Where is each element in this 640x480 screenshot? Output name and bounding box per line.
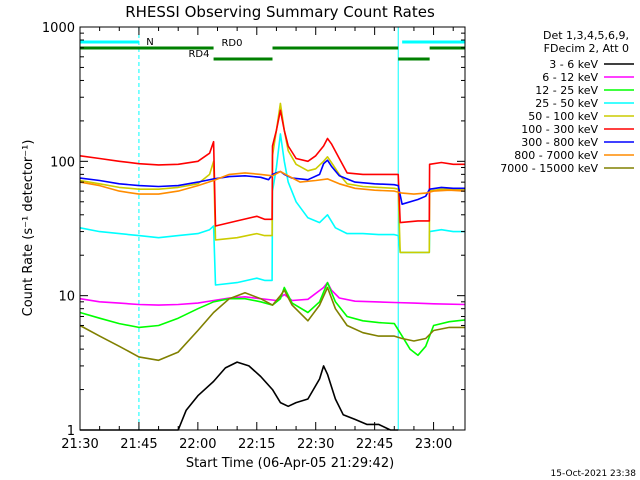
series-line-7 xyxy=(79,170,466,195)
series-line-0 xyxy=(80,361,399,431)
legend-entry-label: 300 - 800 keV xyxy=(521,136,598,149)
render-timestamp: 15-Oct-2021 23:38 xyxy=(551,469,637,479)
x-axis-label: Start Time (06-Apr-05 21:29:42) xyxy=(186,456,394,471)
y-tick-label: 100 xyxy=(50,155,75,170)
state-bars: N RD0 RD4 xyxy=(80,37,465,61)
legend: Det 1,3,4,5,6,9, FDecim 2, Att 0 3 - 6 k… xyxy=(500,29,634,175)
legend-entry-label: 6 - 12 keV xyxy=(542,71,598,84)
legend-entry-label: 12 - 25 keV xyxy=(535,84,598,97)
y-tick-label: 10 xyxy=(58,290,75,305)
series-line-2 xyxy=(79,281,466,357)
y-tick-label: 1000 xyxy=(42,21,75,36)
x-tick-label: 23:00 xyxy=(415,437,452,452)
series-line-1 xyxy=(79,281,466,306)
series-layer xyxy=(79,102,466,431)
series-line-5 xyxy=(79,109,465,227)
chart-title: RHESSI Observing Summary Count Rates xyxy=(125,3,435,21)
plot-frame xyxy=(79,26,466,431)
legend-entry-label: 800 - 7000 keV xyxy=(514,149,598,162)
x-tick-label: 22:15 xyxy=(238,437,275,452)
legend-header-1: Det 1,3,4,5,6,9, xyxy=(543,29,629,42)
legend-header-2: FDecim 2, Att 0 xyxy=(544,42,629,55)
legend-entry-label: 50 - 100 keV xyxy=(528,110,598,123)
x-tick-label: 22:45 xyxy=(356,437,393,452)
series-line-6 xyxy=(79,159,465,205)
x-tick-label: 21:30 xyxy=(61,437,98,452)
state-bar-label: RD4 xyxy=(188,49,209,60)
axes: 1 10 100 1000 21:30 21:45 22:00 22:15 22:30 22:45… xyxy=(42,21,465,452)
y-tick-label: 1 xyxy=(67,424,75,439)
state-bar-label: N xyxy=(146,37,153,48)
legend-entry-label: 25 - 50 keV xyxy=(535,97,598,110)
series-line-8 xyxy=(79,286,465,362)
state-bar-label: RD0 xyxy=(221,38,242,49)
legend-entry-label: 100 - 300 keV xyxy=(521,123,598,136)
x-tick-label: 22:30 xyxy=(297,437,334,452)
x-tick-label: 22:00 xyxy=(179,437,216,452)
legend-entry-label: 7000 - 15000 keV xyxy=(500,162,598,175)
y-axis-label: Count Rate (s⁻¹ detector⁻¹) xyxy=(21,140,36,317)
legend-entry-label: 3 - 6 keV xyxy=(549,58,598,71)
x-tick-label: 21:45 xyxy=(120,437,157,452)
